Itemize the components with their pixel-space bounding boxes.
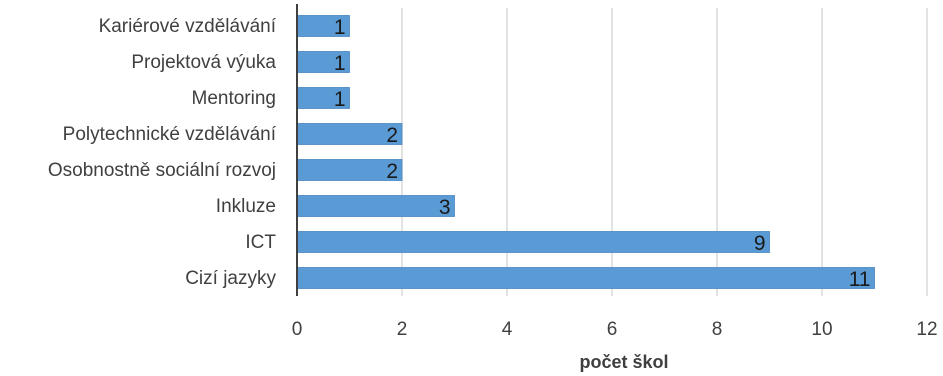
- x-tick-label: 8: [712, 319, 723, 340]
- data-label: 2: [386, 124, 398, 147]
- category-label: Osobnostně sociální rozvoj: [48, 160, 276, 181]
- category-label: Inkluze: [216, 196, 276, 217]
- category-label: Polytechnické vzdělávání: [63, 124, 277, 145]
- bar: [296, 267, 875, 289]
- category-label: Projektová výuka: [131, 52, 276, 73]
- data-label: 11: [849, 268, 871, 291]
- category-label: ICT: [245, 232, 276, 253]
- x-tick-label: 6: [607, 319, 618, 340]
- data-label: 2: [386, 160, 398, 183]
- x-tick-label: 4: [502, 319, 513, 340]
- x-tick-label: 0: [292, 319, 303, 340]
- category-label: Cizí jazyky: [185, 268, 276, 289]
- x-tick-label: 2: [397, 319, 408, 340]
- data-label: 1: [334, 88, 346, 111]
- category-labels: Kariérové vzdělávání Projektová výuka Ment…: [48, 16, 277, 289]
- data-label: 9: [754, 232, 766, 255]
- data-label: 1: [334, 52, 346, 75]
- data-label: 1: [334, 16, 346, 39]
- category-label: Kariérové vzdělávání: [99, 16, 277, 37]
- x-tick-label: 10: [811, 319, 832, 340]
- x-axis-title: počet škol: [579, 352, 668, 372]
- x-tick-label: 12: [916, 319, 937, 340]
- category-label: Mentoring: [192, 88, 277, 109]
- bar: [296, 231, 770, 253]
- bar: [296, 195, 455, 217]
- data-label: 3: [439, 196, 451, 219]
- x-tick-labels: 0 2 4 6 8 10 12: [292, 319, 938, 340]
